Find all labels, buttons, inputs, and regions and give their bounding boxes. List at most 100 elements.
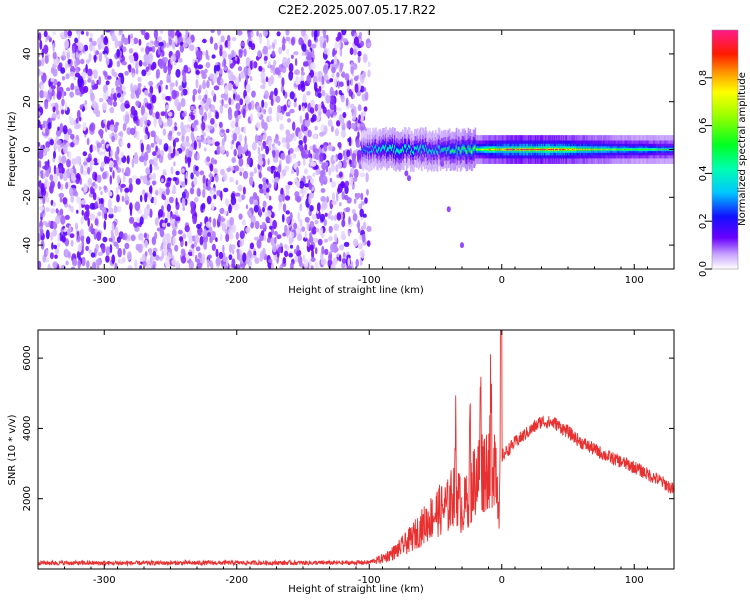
noise-speckle bbox=[152, 264, 156, 269]
noise-speckle bbox=[220, 35, 225, 43]
noise-speckle bbox=[109, 244, 113, 254]
noise-speckle bbox=[246, 156, 251, 165]
noise-speckle bbox=[122, 256, 126, 263]
noise-speckle bbox=[219, 208, 225, 214]
y-tick-label: 20 bbox=[22, 95, 33, 108]
noise-speckle bbox=[128, 177, 133, 185]
signal-speckle bbox=[404, 170, 409, 177]
noise-speckle bbox=[175, 216, 181, 222]
x-tick-label: -300 bbox=[93, 275, 116, 286]
noise-speckle bbox=[256, 135, 260, 141]
noise-speckle bbox=[334, 233, 338, 243]
signal-band-cell bbox=[435, 150, 438, 153]
noise-speckle bbox=[121, 36, 124, 45]
signal-band-cell bbox=[438, 146, 441, 149]
noise-speckle bbox=[242, 170, 249, 180]
signal-band-cell bbox=[624, 148, 627, 151]
noise-speckle bbox=[49, 139, 54, 146]
noise-speckle bbox=[293, 51, 299, 56]
noise-speckle bbox=[333, 104, 337, 113]
noise-speckle bbox=[52, 221, 58, 230]
noise-speckle bbox=[52, 201, 56, 207]
noise-speckle bbox=[190, 208, 196, 215]
noise-speckle bbox=[48, 265, 52, 269]
noise-speckle bbox=[219, 145, 226, 155]
colorbar-tick-label: 0.2 bbox=[698, 213, 709, 229]
noise-speckle bbox=[235, 192, 241, 197]
noise-speckle bbox=[188, 235, 193, 244]
noise-speckle bbox=[148, 264, 152, 269]
noise-speckle bbox=[365, 172, 369, 183]
noise-speckle bbox=[239, 71, 245, 79]
noise-speckle bbox=[231, 36, 237, 42]
noise-speckle bbox=[258, 153, 263, 163]
noise-speckle bbox=[144, 251, 148, 257]
noise-speckle bbox=[331, 192, 336, 202]
noise-speckle bbox=[257, 50, 262, 58]
noise-speckle bbox=[56, 81, 61, 87]
noise-speckle bbox=[83, 161, 88, 166]
noise-speckle bbox=[284, 244, 288, 249]
x-tick-label: 0 bbox=[499, 575, 505, 586]
signal-band-cell bbox=[631, 148, 634, 151]
noise-speckle bbox=[310, 62, 316, 70]
noise-speckle bbox=[232, 132, 237, 142]
signal-band-cell bbox=[583, 148, 586, 151]
noise-speckle bbox=[289, 244, 294, 249]
noise-speckle bbox=[206, 195, 212, 205]
noise-speckle bbox=[68, 114, 72, 122]
noise-speckle bbox=[83, 79, 87, 86]
noise-speckle bbox=[329, 177, 333, 183]
noise-speckle bbox=[329, 210, 333, 215]
signal-band-cell bbox=[511, 148, 513, 151]
noise-speckle bbox=[236, 94, 241, 102]
noise-speckle bbox=[158, 41, 164, 47]
noise-speckle bbox=[177, 229, 183, 235]
signal-band-cell bbox=[623, 148, 626, 151]
signal-band-cell bbox=[509, 148, 511, 151]
noise-speckle bbox=[165, 84, 168, 90]
noise-speckle bbox=[245, 83, 251, 93]
colorbar: 0.00.20.40.60.8 Normalized spectral ampl… bbox=[698, 29, 748, 277]
noise-speckle bbox=[268, 76, 272, 87]
signal-band-cell bbox=[534, 148, 536, 151]
noise-speckle bbox=[245, 57, 251, 67]
noise-speckle bbox=[207, 55, 210, 61]
signal-band-cell bbox=[660, 148, 662, 151]
noise-speckle bbox=[167, 111, 173, 117]
noise-speckle bbox=[166, 72, 171, 83]
noise-speckle bbox=[367, 61, 371, 68]
noise-speckle bbox=[288, 63, 294, 73]
noise-speckle bbox=[282, 203, 287, 213]
noise-speckle bbox=[266, 187, 270, 193]
signal-band-cell bbox=[646, 148, 649, 151]
noise-speckle bbox=[319, 213, 326, 222]
noise-speckle bbox=[93, 157, 98, 163]
signal-band-cell bbox=[494, 148, 497, 151]
signal-band-cell bbox=[497, 148, 499, 151]
noise-speckle bbox=[338, 90, 343, 95]
noise-speckle bbox=[249, 242, 255, 250]
noise-speckle bbox=[39, 90, 45, 99]
noise-speckle bbox=[215, 111, 220, 120]
signal-band-cell bbox=[574, 148, 576, 151]
signal-band-cell bbox=[479, 148, 482, 151]
noise-speckle bbox=[197, 226, 203, 236]
signal-band-cell bbox=[503, 148, 505, 151]
signal-band-cell bbox=[626, 148, 629, 151]
noise-speckle bbox=[51, 230, 57, 237]
noise-speckle bbox=[358, 114, 361, 121]
noise-speckle bbox=[212, 218, 217, 228]
noise-speckle bbox=[74, 139, 79, 146]
noise-speckle bbox=[125, 114, 130, 124]
noise-speckle bbox=[301, 30, 306, 37]
signal-band-cell bbox=[527, 148, 529, 151]
noise-speckle bbox=[144, 32, 150, 41]
noise-speckle bbox=[309, 107, 315, 114]
noise-speckle bbox=[357, 54, 361, 64]
noise-speckle bbox=[249, 213, 253, 219]
noise-speckle bbox=[230, 196, 237, 206]
noise-speckle bbox=[270, 262, 274, 269]
noise-speckle bbox=[302, 187, 308, 194]
noise-speckle bbox=[61, 155, 67, 164]
